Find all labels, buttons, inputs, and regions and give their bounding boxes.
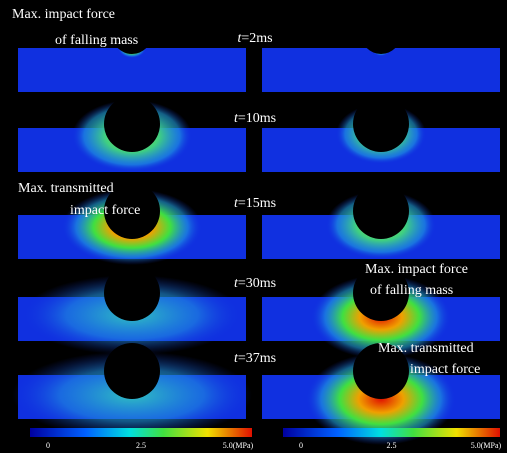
time-value: =10ms — [238, 111, 276, 126]
annotation: of falling mass — [370, 283, 453, 298]
annotation: Max. impact force — [365, 262, 468, 277]
colorbar-label: 5.0(MPa) — [471, 441, 502, 450]
time-label: t=15ms — [234, 196, 276, 211]
colorbar-label: 0 — [46, 441, 50, 450]
annotation: Max. transmitted — [18, 181, 114, 196]
falling-mass — [353, 183, 409, 239]
falling-mass — [104, 265, 160, 321]
annotation: impact force — [70, 203, 140, 218]
colorbar-label: 0 — [299, 441, 303, 450]
annotation: of falling mass — [55, 33, 138, 48]
time-label: t=2ms — [237, 31, 272, 46]
time-label: t=10ms — [234, 111, 276, 126]
time-value: =30ms — [238, 276, 276, 291]
time-value: =15ms — [238, 196, 276, 211]
colorbar — [283, 428, 500, 437]
falling-mass — [361, 14, 401, 54]
panels — [12, 14, 500, 445]
colorbar-label: 2.5 — [387, 441, 397, 450]
annotation: Max. transmitted — [378, 341, 474, 356]
colorbar-label: 5.0(MPa) — [223, 441, 254, 450]
falling-mass — [104, 343, 160, 399]
falling-mass — [104, 96, 160, 152]
falling-mass — [353, 96, 409, 152]
time-value: =2ms — [241, 31, 272, 46]
page: {"time_labels": [ {"variable": "t", "val… — [0, 0, 507, 453]
colorbar — [30, 428, 252, 437]
time-label: t=37ms — [234, 351, 276, 366]
figure: t=2ms t=10ms t=15ms t=30ms t=37ms Max. impact… — [0, 0, 507, 453]
colorbar-label: 2.5 — [136, 441, 146, 450]
time-value: =37ms — [238, 351, 276, 366]
annotation: impact force — [410, 362, 480, 377]
time-label: t=30ms — [234, 276, 276, 291]
annotation: Max. impact force — [12, 7, 115, 22]
